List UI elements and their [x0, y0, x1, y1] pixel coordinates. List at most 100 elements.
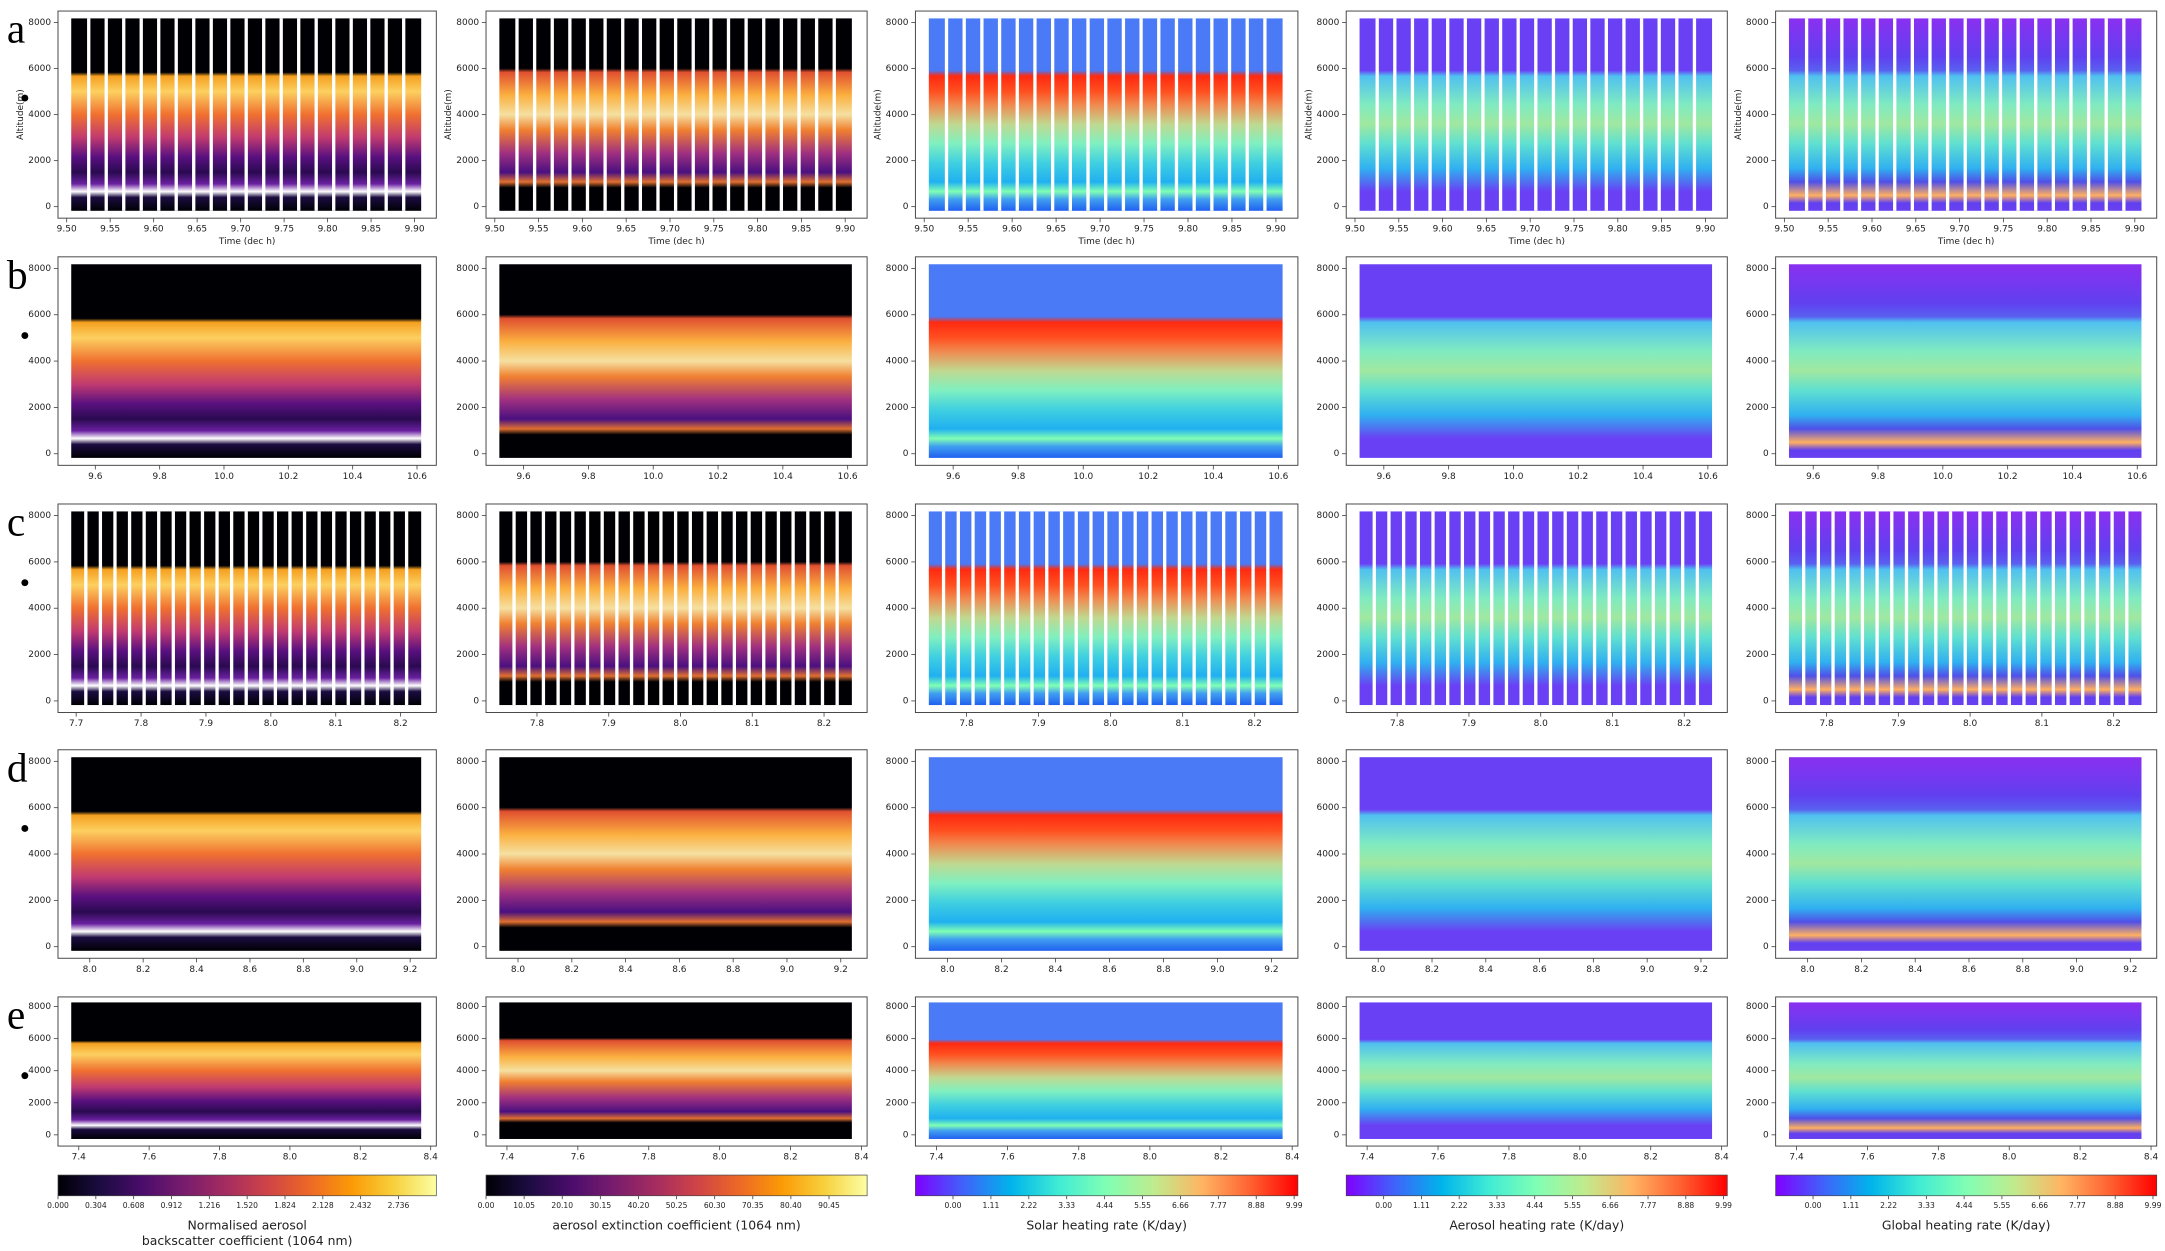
data-gap	[1692, 18, 1697, 211]
y-tick-label: 4000	[886, 357, 909, 367]
y-tick-label: 4000	[1316, 357, 1339, 367]
y-tick-label: 6000	[1316, 1034, 1339, 1044]
colorbar-tick-label: 1.520	[236, 1201, 258, 1210]
data-gap	[1948, 511, 1953, 706]
y-axis-label: Altitude(m)	[1304, 89, 1314, 140]
y-tick-label: 2000	[1746, 156, 1769, 166]
data-gap	[1604, 18, 1608, 211]
x-tick-label: 10.2	[1998, 472, 2018, 482]
x-tick-label: 7.9	[199, 719, 214, 729]
y-tick-label: 4000	[886, 604, 909, 614]
colorbar-tick-label: 0.00	[478, 1201, 495, 1210]
data-gap	[1416, 511, 1420, 706]
data-gap	[1804, 18, 1809, 211]
data-gap	[1519, 511, 1523, 706]
x-tick-label: 7.4	[72, 1153, 87, 1163]
data-gap	[673, 18, 678, 211]
data-gap	[1963, 18, 1967, 211]
y-tick-label: 4000	[456, 850, 479, 860]
x-tick-label: 10.0	[1503, 472, 1523, 482]
data-gap	[1875, 511, 1879, 706]
data-gap	[1675, 18, 1679, 211]
x-tick-label: 9.8	[153, 472, 168, 482]
y-tick-label: 2000	[1316, 1098, 1339, 1108]
bullet	[21, 825, 29, 832]
data-gap	[776, 511, 781, 706]
x-tick-label: 9.75	[1564, 225, 1584, 235]
x-tick-label: 7.8	[642, 1153, 657, 1163]
colorbar-tick-label: 1.11	[1842, 1201, 1859, 1210]
data-gap	[1945, 18, 1950, 211]
y-tick-label: 2000	[1746, 403, 1769, 413]
data-gap	[1919, 511, 1923, 706]
x-tick-label: 8.2	[1248, 719, 1262, 729]
bullet	[21, 94, 29, 102]
colorbar-tick-label: 70.35	[742, 1201, 764, 1210]
data-gap	[1563, 511, 1567, 706]
y-tick-label: 6000	[1316, 310, 1339, 320]
x-tick-label: 9.2	[1694, 965, 1708, 975]
data-gap	[1548, 511, 1553, 706]
x-tick-label: 10.6	[1698, 472, 1718, 482]
x-tick-label: 7.9	[1891, 719, 1906, 729]
data-gap	[1210, 18, 1214, 211]
y-tick-label: 4000	[28, 604, 51, 614]
data-gap	[512, 511, 516, 706]
data-gap	[1431, 511, 1435, 706]
data-gap	[332, 18, 336, 211]
x-tick-label: 9.6	[516, 472, 531, 482]
data-gap	[1401, 511, 1406, 706]
data-gap	[1428, 18, 1432, 211]
colorbar-tick-label: 0.912	[161, 1201, 183, 1210]
data-gap	[1681, 511, 1685, 706]
x-tick-label: 9.60	[1862, 225, 1882, 235]
y-tick-label: 0	[1334, 696, 1340, 706]
data-gap	[142, 511, 146, 706]
x-tick-label: 8.4	[189, 965, 204, 975]
data-gap	[346, 511, 350, 706]
data-gap	[1934, 511, 1938, 706]
y-tick-label: 2000	[456, 896, 479, 906]
x-tick-label: 8.0	[283, 1153, 298, 1163]
x-tick-label: 7.8	[134, 719, 149, 729]
data-gap	[200, 511, 205, 706]
colorbar-tick-label: 4.44	[1526, 1201, 1543, 1210]
x-tick-label: 9.65	[1476, 225, 1496, 235]
y-tick-label: 6000	[28, 64, 51, 74]
data-gap	[244, 18, 248, 211]
data-gap	[556, 511, 560, 706]
data-gap	[1118, 511, 1123, 706]
data-gap	[1157, 18, 1161, 211]
colorbar-tick-label: 8.88	[1248, 1201, 1265, 1210]
data-gap	[288, 511, 292, 706]
y-tick-label: 6000	[1746, 310, 1769, 320]
y-tick-label: 8000	[1746, 1002, 1769, 1012]
y-axis-label: Altitude(m)	[874, 89, 884, 140]
data-gap	[127, 511, 132, 706]
data-gap	[1221, 511, 1226, 706]
colorbar	[915, 1174, 1299, 1197]
y-tick-label: 6000	[1746, 1034, 1769, 1044]
colorbar-tick-label: 7.77	[1210, 1201, 1227, 1210]
x-tick-label: 8.0	[1371, 965, 1386, 975]
data-gap	[550, 18, 554, 211]
y-tick-label: 4000	[1316, 604, 1339, 614]
y-tick-label: 8000	[456, 18, 479, 28]
colorbar-tick-label: 9.99	[1286, 1201, 1303, 1210]
data-gap	[820, 511, 825, 706]
data-gap	[1074, 511, 1078, 706]
x-tick-label: 8.6	[1532, 965, 1547, 975]
heatmap-image	[71, 757, 422, 951]
y-tick-label: 4000	[28, 850, 51, 860]
y-tick-label: 0	[1334, 942, 1340, 952]
data-gap	[317, 511, 321, 706]
y-tick-label: 4000	[1746, 850, 1769, 860]
x-tick-label: 8.6	[672, 965, 687, 975]
x-tick-label: 9.2	[1264, 965, 1278, 975]
data-gap	[688, 511, 692, 706]
y-tick-label: 8000	[1746, 511, 1769, 521]
y-tick-label: 0	[473, 449, 479, 459]
data-gap	[139, 18, 143, 211]
data-gap	[1592, 511, 1597, 706]
data-gap	[1104, 511, 1108, 706]
